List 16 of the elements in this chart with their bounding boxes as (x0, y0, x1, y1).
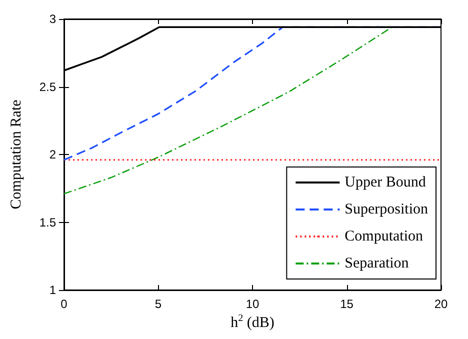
y-tick-label: 1 (49, 283, 56, 297)
legend-label: Upper Bound (344, 174, 426, 190)
y-tick-label: 1.5 (39, 215, 56, 230)
legend-label: Superposition (344, 202, 428, 218)
y-axis-title: Computation Rate (8, 99, 24, 210)
x-tick-label: 5 (154, 297, 162, 311)
y-tick-label: 2 (49, 148, 56, 162)
x-tick-label: 20 (434, 297, 448, 311)
x-tick-label: 10 (246, 297, 260, 311)
y-tick-label: 2.5 (39, 80, 56, 94)
x-axis-title: h$^{2}$ (dB) (230, 313, 274, 331)
x-tick-label: 15 (340, 297, 354, 311)
legend-label: Separation (344, 256, 410, 272)
y-tick-label: 3 (49, 12, 56, 26)
legend-label: Computation (344, 228, 424, 244)
x-tick-label: 0 (60, 297, 68, 311)
